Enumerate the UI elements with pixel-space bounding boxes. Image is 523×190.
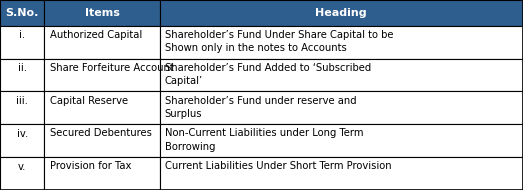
Bar [0, 91, 44, 124]
Text: Heading: Heading [315, 8, 367, 18]
Text: Provision for Tax: Provision for Tax [50, 161, 131, 171]
Bar [160, 0, 523, 26]
Bar [0, 59, 44, 91]
Text: Secured Debentures: Secured Debentures [50, 128, 152, 139]
Text: iv.: iv. [17, 129, 28, 139]
Bar [160, 157, 523, 190]
Bar [44, 91, 160, 124]
Text: Current Liabilities Under Short Term Provision: Current Liabilities Under Short Term Pro… [165, 161, 391, 171]
Text: Share Forfeiture Account: Share Forfeiture Account [50, 63, 174, 73]
Text: Non-Current Liabilities under Long Term
Borrowing: Non-Current Liabilities under Long Term … [165, 128, 363, 152]
Text: Shareholder’s Fund under reserve and
Surplus: Shareholder’s Fund under reserve and Sur… [165, 96, 356, 119]
Text: i.: i. [19, 30, 25, 40]
Text: ii.: ii. [18, 63, 27, 73]
Bar [160, 91, 523, 124]
Bar [160, 26, 523, 59]
Bar [0, 0, 44, 26]
Text: Shareholder’s Fund Added to ‘Subscribed
Capital’: Shareholder’s Fund Added to ‘Subscribed … [165, 63, 371, 86]
Text: S.No.: S.No. [6, 8, 39, 18]
Bar [44, 124, 160, 157]
Bar [44, 157, 160, 190]
Text: v.: v. [18, 162, 27, 172]
Text: Authorized Capital: Authorized Capital [50, 30, 142, 40]
Bar [44, 0, 160, 26]
Text: Items: Items [85, 8, 119, 18]
Text: Shareholder’s Fund Under Share Capital to be
Shown only in the notes to Accounts: Shareholder’s Fund Under Share Capital t… [165, 30, 393, 53]
Bar [44, 59, 160, 91]
Bar [44, 26, 160, 59]
Bar [0, 124, 44, 157]
Bar [0, 26, 44, 59]
Text: iii.: iii. [16, 96, 28, 106]
Text: Capital Reserve: Capital Reserve [50, 96, 128, 106]
Bar [0, 157, 44, 190]
Bar [160, 59, 523, 91]
Bar [160, 124, 523, 157]
